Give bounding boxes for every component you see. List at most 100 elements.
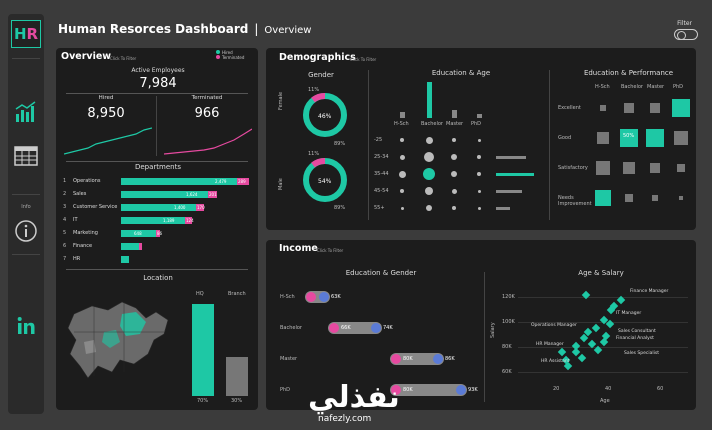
edu-age-dot[interactable] (398, 170, 406, 178)
dept-rank: 6 (63, 243, 67, 249)
edu-age-dot[interactable] (451, 188, 457, 194)
edu-perf-cell[interactable] (600, 105, 606, 111)
edu-age-dot[interactable] (424, 152, 434, 162)
male-income-dot[interactable] (371, 323, 381, 333)
edu-age-dot[interactable] (477, 206, 481, 210)
job-title-label: Operations Manager (531, 323, 577, 328)
dept-hired-value: 2,479 (215, 179, 227, 184)
salary-axis-label: Salary (490, 322, 496, 338)
income-range-pill[interactable] (390, 384, 467, 396)
info-icon[interactable] (14, 219, 38, 243)
edu-perf-cell[interactable] (646, 129, 664, 147)
female-income-value: 66K (341, 325, 351, 331)
perf-col-label: Bachelor (621, 84, 643, 90)
edu-age-dot[interactable] (477, 172, 481, 176)
female-donut[interactable] (301, 91, 349, 139)
edu-perf-cell[interactable] (596, 161, 610, 175)
salary-point[interactable] (591, 323, 601, 333)
edu-age-dot[interactable] (400, 206, 404, 210)
female-income-dot[interactable] (329, 323, 339, 333)
filter-label: Filter (677, 20, 692, 27)
dept-terminated-bar[interactable] (208, 191, 217, 198)
male-income-dot[interactable] (433, 354, 443, 364)
perf-col-label: PhD (673, 84, 684, 90)
job-title-label: IT Manager (616, 311, 642, 316)
filter-toggle[interactable] (674, 29, 698, 40)
edu-perf-cell[interactable] (677, 164, 685, 172)
dept-hired-bar[interactable] (121, 204, 196, 211)
edu-age-dot[interactable] (452, 138, 456, 142)
edu-perf-cell[interactable] (623, 162, 635, 174)
age-row-label: -25 (374, 137, 383, 143)
income-split (484, 272, 485, 402)
edu-perf-cell[interactable] (597, 132, 609, 144)
edu-age-dot[interactable] (400, 189, 404, 193)
edu-count-bar[interactable] (477, 114, 482, 118)
edu-perf-cell[interactable] (652, 195, 658, 201)
age-count-bar[interactable] (496, 155, 526, 159)
job-title-label: Sales Specialist (624, 351, 659, 356)
dept-hired-bar[interactable] (121, 178, 237, 185)
income-range-pill[interactable] (328, 322, 382, 334)
location-map[interactable] (64, 292, 184, 387)
dept-terminated-bar[interactable] (139, 243, 142, 250)
branch-label: Branch (228, 291, 246, 297)
edu-count-bar[interactable] (452, 110, 457, 118)
edu-count-bar[interactable] (427, 82, 432, 118)
dept-hired-bar[interactable] (121, 217, 185, 224)
edu-perf-cell[interactable] (650, 163, 660, 173)
table-icon[interactable] (14, 144, 38, 168)
edu-age-dot[interactable] (399, 154, 405, 160)
age-tick: 20 (553, 386, 560, 392)
branch-bar[interactable] (226, 356, 248, 396)
male-donut[interactable] (301, 156, 349, 204)
female-income-dot[interactable] (306, 292, 316, 302)
age-count-bar[interactable] (496, 172, 534, 176)
hq-bar[interactable] (192, 304, 214, 396)
edu-age-dot[interactable] (451, 171, 457, 177)
dept-terminated-bar[interactable] (196, 204, 204, 211)
edu-perf-cell[interactable] (625, 194, 633, 202)
edu-age-dot[interactable] (477, 155, 481, 159)
linkedin-icon[interactable] (14, 314, 38, 338)
dept-divider (66, 161, 248, 162)
edu-perf-cell[interactable] (674, 131, 688, 145)
edu-age-dot[interactable] (425, 187, 433, 195)
edu-age-dot[interactable] (451, 154, 457, 160)
dept-hired-bar[interactable] (121, 230, 156, 237)
edu-age-dot[interactable] (423, 168, 435, 180)
income-range-pill[interactable] (390, 353, 444, 365)
age-count-bar[interactable] (496, 189, 522, 193)
dept-terminated-value: 170 (197, 205, 205, 210)
edu-perf-cell[interactable] (595, 190, 611, 206)
departments-title: Departments (134, 163, 181, 171)
edu-age-dot[interactable] (452, 206, 456, 210)
edu-perf-cell[interactable] (624, 103, 634, 113)
age-count-bar[interactable] (496, 206, 510, 210)
dept-hired-bar[interactable] (121, 191, 208, 198)
line-chart-icon[interactable] (14, 100, 38, 124)
edu-perf-cell[interactable] (650, 103, 660, 113)
male-income-dot[interactable] (456, 385, 466, 395)
dept-hired-bar[interactable] (121, 243, 139, 250)
edu-age-dot[interactable] (426, 205, 432, 211)
edu-age-dot[interactable] (425, 136, 433, 144)
edu-count-bar[interactable] (400, 112, 405, 118)
female-income-dot[interactable] (391, 354, 401, 364)
dept-terminated-bar[interactable] (185, 217, 192, 224)
edu-perf-cell[interactable] (679, 196, 683, 200)
dept-hired-bar[interactable] (121, 256, 129, 263)
edu-perf-cell[interactable] (620, 129, 638, 147)
edu-age-dot[interactable] (477, 189, 481, 193)
edu-age-dot[interactable] (400, 138, 404, 142)
dept-terminated-bar[interactable] (237, 178, 249, 185)
dept-terminated-bar[interactable] (156, 230, 160, 237)
dept-name: Operations (73, 178, 101, 184)
male-income-dot[interactable] (319, 292, 329, 302)
female-income-dot[interactable] (391, 385, 401, 395)
salary-point[interactable] (577, 353, 587, 363)
edu-perf-cell[interactable] (672, 99, 690, 117)
edu-age-dot[interactable] (477, 138, 481, 142)
dept-hired-value: 1,400 (174, 205, 186, 210)
